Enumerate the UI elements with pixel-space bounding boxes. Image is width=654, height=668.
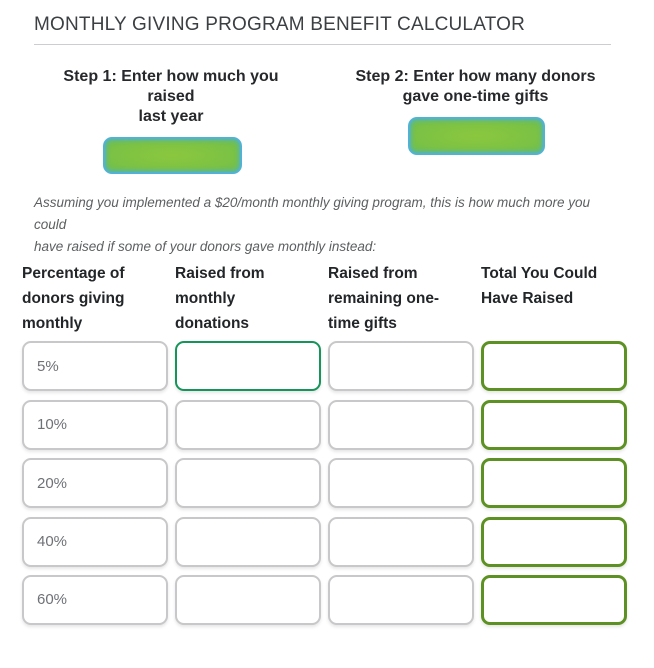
remaining-gifts-field[interactable]: [328, 516, 474, 567]
monthly-donations-field[interactable]: [175, 341, 321, 392]
percentage-cell[interactable]: [22, 574, 168, 625]
title-divider: [34, 44, 611, 45]
percentage-cell[interactable]: [22, 399, 168, 450]
assumption-note: Assuming you implemented a $20/month mon…: [34, 195, 591, 254]
percentage-cell[interactable]: [22, 341, 168, 392]
col-header-remaining-gifts: Raised from remaining one- time gifts: [328, 265, 440, 332]
col-header-monthly-donations: Raised from monthly donations: [175, 265, 265, 332]
percentage-cell[interactable]: [22, 516, 168, 567]
monthly-donations-field[interactable]: [175, 458, 321, 509]
step2-label: Step 2: Enter how many donors gave one-t…: [355, 68, 596, 105]
step1-label: Step 1: Enter how much you raised last y…: [63, 68, 279, 125]
remaining-gifts-field[interactable]: [328, 341, 474, 392]
monthly-donations-field[interactable]: [175, 399, 321, 450]
step2-donor-count-input[interactable]: [408, 117, 545, 155]
col-header-total-raised: Total You Could Have Raised: [481, 265, 598, 307]
remaining-gifts-field[interactable]: [328, 399, 474, 450]
total-raised-field[interactable]: [481, 458, 627, 509]
remaining-gifts-field[interactable]: [328, 574, 474, 625]
step1-amount-raised-input[interactable]: [103, 137, 242, 174]
benefit-table: Percentage of donors giving monthly Rais…: [22, 257, 627, 625]
percentage-cell[interactable]: [22, 458, 168, 509]
monthly-donations-field[interactable]: [175, 516, 321, 567]
total-raised-field[interactable]: [481, 516, 627, 567]
total-raised-field[interactable]: [481, 574, 627, 625]
page-title: MONTHLY GIVING PROGRAM BENEFIT CALCULATO…: [34, 14, 526, 35]
remaining-gifts-field[interactable]: [328, 458, 474, 509]
total-raised-field[interactable]: [481, 341, 627, 392]
col-header-percentage: Percentage of donors giving monthly: [22, 265, 125, 332]
total-raised-field[interactable]: [481, 399, 627, 450]
monthly-donations-field[interactable]: [175, 574, 321, 625]
